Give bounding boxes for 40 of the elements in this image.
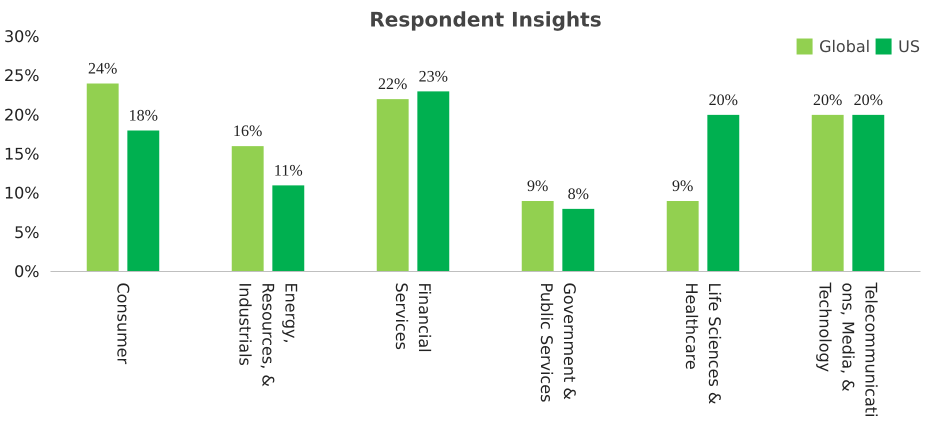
data-label: 20%: [708, 92, 738, 109]
legend-label: US: [898, 36, 920, 56]
y-tick-label: 10%: [4, 184, 40, 203]
y-tick-label: 15%: [4, 144, 40, 164]
bar: [232, 146, 264, 272]
x-tick-label: Consumer: [114, 282, 132, 365]
data-label: 8%: [568, 186, 589, 203]
chart-title: Respondent Insights: [369, 8, 602, 32]
data-label: 23%: [418, 68, 448, 86]
data-label: 11%: [274, 162, 303, 180]
data-label: 20%: [854, 92, 883, 109]
y-tick-label: 30%: [4, 27, 40, 46]
bar: [707, 114, 740, 272]
data-label: 20%: [813, 92, 842, 109]
bar: [812, 114, 844, 272]
x-tick-label: Telecommunications, Media, & Technology: [816, 282, 880, 418]
bar: [417, 91, 450, 272]
bar: [666, 201, 699, 272]
y-tick-label: 0%: [14, 262, 40, 281]
y-tick-label: 5%: [14, 222, 40, 242]
x-tick-label: Life Sciences & Healthcare: [682, 282, 724, 404]
bar: [272, 185, 304, 272]
data-label: 9%: [527, 178, 548, 195]
x-tick-label: Government & Public Services: [537, 282, 579, 402]
y-tick-label: 25%: [4, 66, 40, 86]
bar: [522, 201, 554, 272]
bar: [852, 114, 884, 272]
bar: [127, 130, 160, 272]
bar: [376, 99, 409, 272]
data-label: 16%: [233, 123, 262, 140]
x-tick-label: Financial Services: [392, 282, 434, 353]
data-label: 22%: [378, 76, 408, 94]
x-tick-label: Energy, Resources, & Industrials: [236, 282, 300, 387]
bar: [562, 208, 594, 272]
legend-label: Global: [819, 36, 870, 56]
data-label: 18%: [128, 108, 158, 124]
bar: [86, 84, 119, 272]
data-label: 9%: [672, 178, 694, 195]
data-label: 24%: [88, 60, 118, 78]
y-tick-label: 20%: [4, 105, 40, 124]
